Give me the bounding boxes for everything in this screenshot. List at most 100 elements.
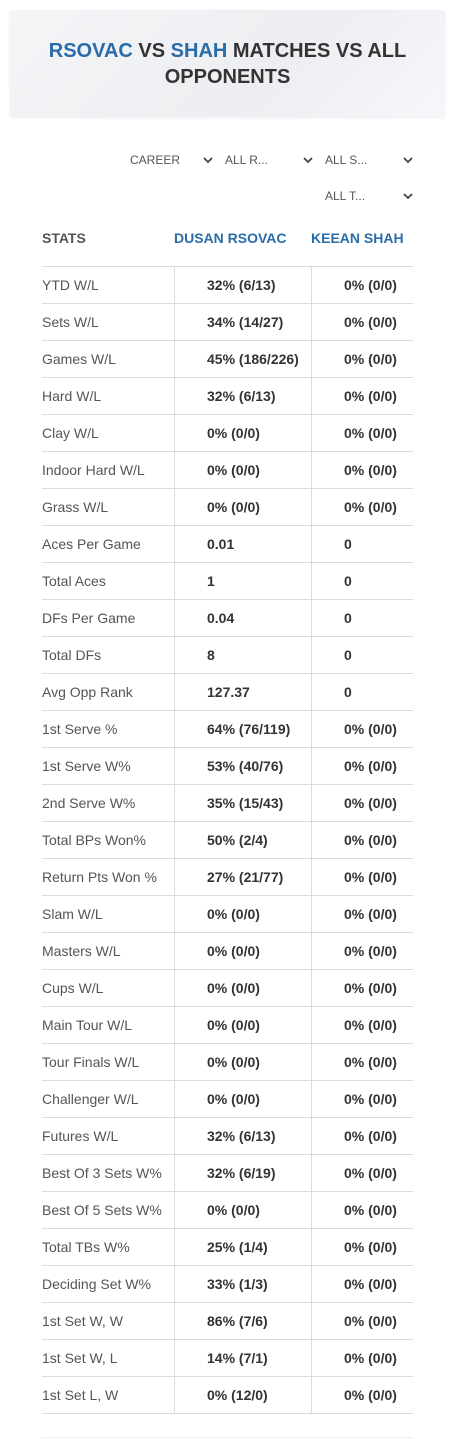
table-row: Total BPs Won% 50% (2/4) 0% (0/0) [42,821,413,858]
stat-label: Masters W/L [42,943,121,959]
stat-value: 32% (6/19) [174,1155,312,1191]
stat-value: 27% (21/77) [174,859,312,895]
stat-value: 0% (0/0) [174,1192,312,1228]
stat-value: 0% (0/0) [311,748,414,784]
table-row: YTD W/L 32% (6/13) 0% (0/0) [42,266,413,303]
table-row: 1st Serve W% 53% (40/76) 0% (0/0) [42,747,413,784]
filter-dropdown[interactable]: ALL T... [320,186,413,206]
stat-value: 0% (0/0) [311,1081,414,1117]
stat-value: 32% (6/13) [174,1118,312,1154]
stat-value: 0% (0/0) [174,970,312,1006]
stat-label: 1st Serve % [42,721,118,737]
table-row: Sets W/L 34% (14/27) 0% (0/0) [42,303,413,340]
stat-value: 0% (0/0) [311,304,414,340]
stat-value: 53% (40/76) [174,748,312,784]
filter-dropdown[interactable]: ALL R... [220,150,313,170]
table-row: Hard W/L 32% (6/13) 0% (0/0) [42,377,413,414]
table-row: Clay W/L 0% (0/0) 0% (0/0) [42,414,413,451]
stat-value: 0% (0/0) [311,785,414,821]
table-row: Total DFs 8 0 [42,636,413,673]
stat-label: Cups W/L [42,980,104,996]
stat-value: 0% (0/0) [311,1044,414,1080]
stat-label: Clay W/L [42,425,99,441]
filter-label: ALL S... [325,153,368,167]
stat-value: 0% (0/0) [311,378,414,414]
stat-label: Total TBs W% [42,1239,130,1255]
column-header: DUSAN RSOVAC [174,230,287,246]
stat-label: Best Of 3 Sets W% [42,1165,162,1181]
table-row: Return Pts Won % 27% (21/77) 0% (0/0) [42,858,413,895]
stat-label: Total Aces [42,573,106,589]
stat-value: 50% (2/4) [174,822,312,858]
stat-value: 0% (0/0) [311,1340,414,1376]
title-text: VS [138,39,166,62]
stat-value: 8 [174,637,312,673]
stat-value: 0 [311,674,414,710]
stat-label: 1st Serve W% [42,758,131,774]
chevron [403,157,413,164]
stat-value: 0% (0/0) [311,970,414,1006]
stat-value: 0% (0/0) [174,1081,312,1117]
stat-value: 0% (0/0) [311,1229,414,1265]
stat-label: DFs Per Game [42,610,136,626]
table-row: Deciding Set W% 33% (1/3) 0% (0/0) [42,1265,413,1302]
table-row: Total TBs W% 25% (1/4) 0% (0/0) [42,1228,413,1265]
stat-label: Tour Finals W/L [42,1054,140,1070]
stat-value: 0% (0/0) [174,933,312,969]
stat-value: 0% (0/0) [311,341,414,377]
stat-value: 86% (7/6) [174,1303,312,1339]
stat-label: YTD W/L [42,277,99,293]
stat-value: 0% (0/0) [311,1266,414,1302]
stat-value: 0% (0/0) [311,1303,414,1339]
stat-label: 1st Set L, W [42,1387,119,1403]
stat-label: Challenger W/L [42,1091,139,1107]
chevron [403,193,413,200]
stat-value: 0% (0/0) [311,267,414,303]
stat-value: 0% (0/0) [311,1377,414,1413]
stat-label: Deciding Set W% [42,1276,151,1292]
table-row: 2nd Serve W% 35% (15/43) 0% (0/0) [42,784,413,821]
filter-label: ALL T... [325,189,366,203]
stat-value: 0 [311,600,414,636]
stat-label: Games W/L [42,351,116,367]
filter-dropdown[interactable]: CAREER [125,150,213,170]
stat-value: 0.04 [174,600,312,636]
table-row: Cups W/L 0% (0/0) 0% (0/0) [42,969,413,1006]
stat-value: 0% (0/0) [311,415,414,451]
stat-value: 0% (0/0) [311,489,414,525]
table-row: Best Of 3 Sets W% 32% (6/19) 0% (0/0) [42,1154,413,1191]
stat-label: Sets W/L [42,314,99,330]
filter-dropdown[interactable]: ALL S... [320,150,413,170]
title: RSOVAC VS SHAH MATCHES VS ALL OPPONENTS [28,38,428,90]
stat-label: Best Of 5 Sets W% [42,1202,162,1218]
filter-label: CAREER [130,153,181,167]
stat-label: Aces Per Game [42,536,141,552]
stat-label: Slam W/L [42,906,103,922]
stat-value: 64% (76/119) [174,711,312,747]
stat-value: 0% (0/0) [311,1192,414,1228]
stat-label: 2nd Serve W% [42,795,136,811]
stat-value: 0% (12/0) [174,1377,312,1413]
column-header: KEEAN SHAH [311,230,404,246]
stat-value: 0% (0/0) [311,933,414,969]
title-player: SHAH [170,39,228,62]
table-row: Avg Opp Rank 127.37 0 [42,673,413,710]
table-row: 1st Set L, W 0% (12/0) 0% (0/0) [42,1376,413,1414]
table-row: Challenger W/L 0% (0/0) 0% (0/0) [42,1080,413,1117]
stat-label: Hard W/L [42,388,102,404]
stat-value: 0% (0/0) [311,1007,414,1043]
table-row: Total Aces 1 0 [42,562,413,599]
stat-value: 0% (0/0) [311,859,414,895]
stat-value: 0% (0/0) [311,711,414,747]
chevron [303,157,313,164]
table-row: Games W/L 45% (186/226) 0% (0/0) [42,340,413,377]
stat-label: 1st Set W, L [42,1350,118,1366]
stat-value: 45% (186/226) [174,341,312,377]
stat-value: 32% (6/13) [174,378,312,414]
stat-label: Indoor Hard W/L [42,462,145,478]
stat-value: 14% (7/1) [174,1340,312,1376]
table-row: 1st Set W, W 86% (7/6) 0% (0/0) [42,1302,413,1339]
stat-label: Futures W/L [42,1128,119,1144]
stat-value: 0% (0/0) [311,1118,414,1154]
stat-value: 0 [311,526,414,562]
